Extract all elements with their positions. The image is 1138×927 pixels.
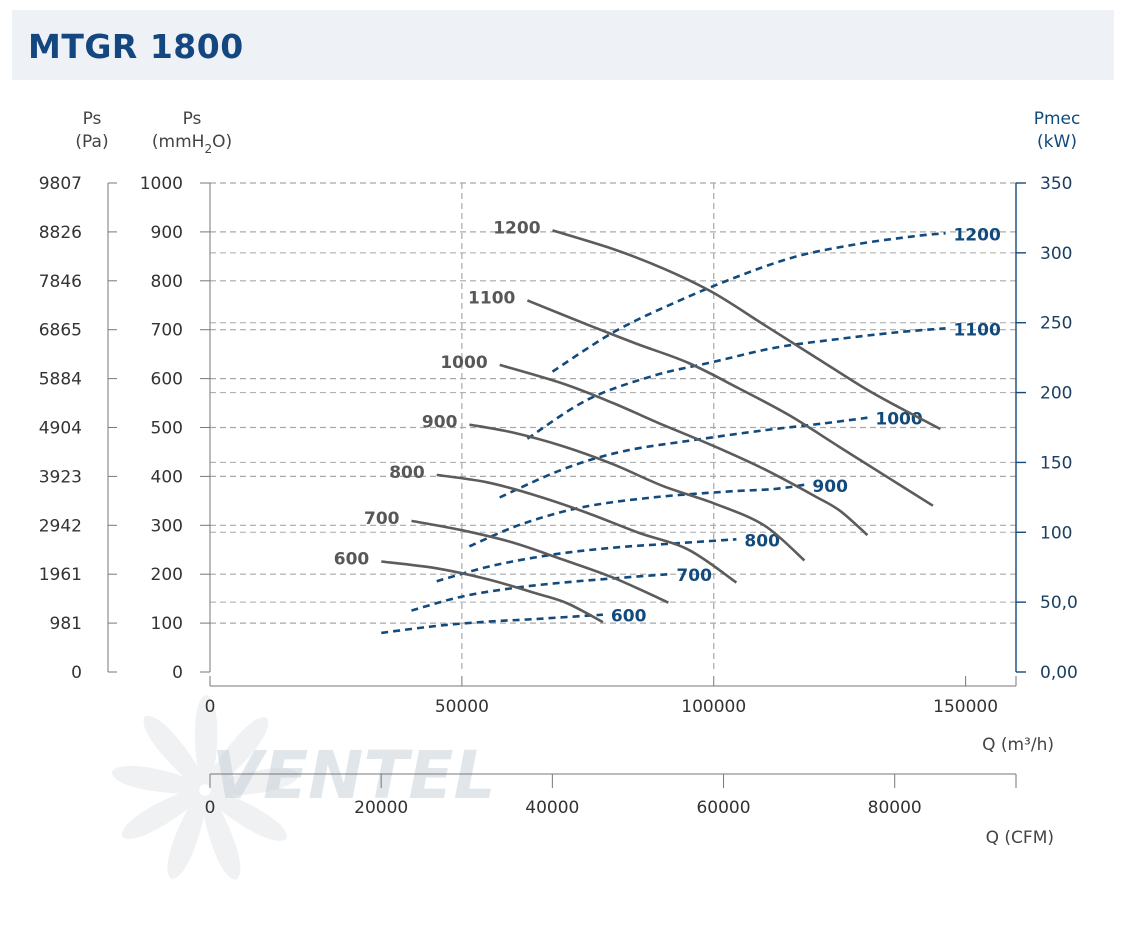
tick-label-mmh2o: 700 (151, 321, 183, 341)
axis-label-x: Q (m³/h) (982, 735, 1054, 755)
pressure-curve-label-600: 600 (334, 549, 370, 569)
pressure-curve-label-1100: 1100 (468, 288, 515, 308)
tick-label-pa: 1961 (39, 565, 82, 585)
pressure-curve-800 (436, 473, 738, 584)
tick-label-mmh2o: 900 (151, 223, 183, 243)
tick-label-kw: 300 (1040, 244, 1072, 264)
power-curve-1200 (551, 232, 946, 373)
tick-label-mmh2o: 600 (151, 370, 183, 390)
tick-label-x2: 60000 (696, 798, 750, 818)
tick-label-mmh2o: 400 (151, 467, 183, 487)
tick-label-kw: 350 (1040, 174, 1072, 194)
tick-label-pa: 5884 (39, 370, 82, 390)
tick-label-pa: 0 (71, 663, 82, 683)
power-curve-label-700: 700 (676, 566, 712, 586)
pressure-curve-900 (469, 423, 806, 562)
pressure-curve-label-800: 800 (389, 463, 425, 483)
power-curve-label-1100: 1100 (953, 320, 1000, 340)
tick-label-x2: 20000 (354, 798, 408, 818)
power-curve-700 (411, 572, 669, 612)
tick-label-mmh2o: 1000 (140, 174, 183, 194)
power-curve-800 (436, 538, 737, 583)
power-curve-label-900: 900 (812, 477, 848, 497)
watermark-fan-icon (111, 694, 299, 880)
power-curve-label-800: 800 (744, 531, 780, 551)
power-curve-600 (381, 613, 603, 635)
pressure-curve-1100 (526, 299, 934, 507)
tick-label-pa: 3923 (39, 467, 82, 487)
power-curve-label-1000: 1000 (875, 410, 922, 430)
pressure-curve-700 (411, 519, 669, 604)
tick-label-x: 50000 (435, 697, 489, 717)
tick-label-kw: 50,0 (1040, 593, 1078, 613)
page-title: MTGR 1800 (28, 27, 244, 66)
tick-label-kw: 200 (1040, 384, 1072, 404)
axis-label-kw-name: Pmec (1034, 109, 1081, 129)
tick-label-pa: 8826 (39, 223, 82, 243)
tick-label-mmh2o: 200 (151, 565, 183, 585)
pressure-curve-label-900: 900 (422, 413, 458, 433)
pressure-curve-label-1200: 1200 (493, 218, 540, 238)
header-bar: MTGR 1800 (12, 10, 1114, 80)
tick-label-mmh2o: 500 (151, 419, 183, 439)
tick-label-x: 100000 (681, 697, 746, 717)
power-curve-1100 (526, 327, 946, 440)
tick-label-kw: 100 (1040, 523, 1072, 543)
axis-label-mmh2o-name: Ps (183, 109, 202, 129)
axis-label-pa-unit: (Pa) (75, 132, 108, 152)
tick-label-x2: 80000 (868, 798, 922, 818)
tick-label-mmh2o: 300 (151, 516, 183, 536)
pressure-curve-1000 (499, 363, 869, 537)
tick-label-mmh2o: 100 (151, 614, 183, 634)
tick-label-pa: 2942 (39, 516, 82, 536)
tick-label-kw: 150 (1040, 453, 1072, 473)
tick-label-x2: 40000 (525, 798, 579, 818)
axis-label-x2: Q (CFM) (986, 828, 1054, 848)
pressure-curve-600 (381, 560, 604, 624)
tick-label-pa: 7846 (39, 272, 82, 292)
tick-label-pa: 4904 (39, 419, 82, 439)
axis-label-kw-unit: (kW) (1037, 132, 1077, 152)
tick-label-mmh2o: 800 (151, 272, 183, 292)
pressure-curve-label-1000: 1000 (440, 353, 487, 373)
power-curve-label-1200: 1200 (953, 225, 1000, 245)
tick-label-x: 150000 (933, 697, 998, 717)
watermark-text: VENTEL (212, 737, 496, 814)
pressure-curve-1200 (552, 229, 942, 431)
tick-label-pa: 6865 (39, 321, 82, 341)
power-curve-label-600: 600 (611, 607, 647, 627)
tick-label-x2: 0 (205, 798, 216, 818)
axis-label-pa-name: Ps (83, 109, 102, 129)
tick-label-x: 0 (205, 697, 216, 717)
tick-label-mmh2o: 0 (172, 663, 183, 683)
tick-label-kw: 250 (1040, 314, 1072, 334)
pressure-curve-label-700: 700 (364, 509, 400, 529)
tick-label-kw: 0,00 (1040, 663, 1078, 683)
tick-label-pa: 981 (50, 614, 82, 634)
power-curve-900 (468, 483, 805, 548)
tick-label-pa: 9807 (39, 174, 82, 194)
axis-label-mmh2o-unit: (mmH2O) (152, 132, 232, 156)
